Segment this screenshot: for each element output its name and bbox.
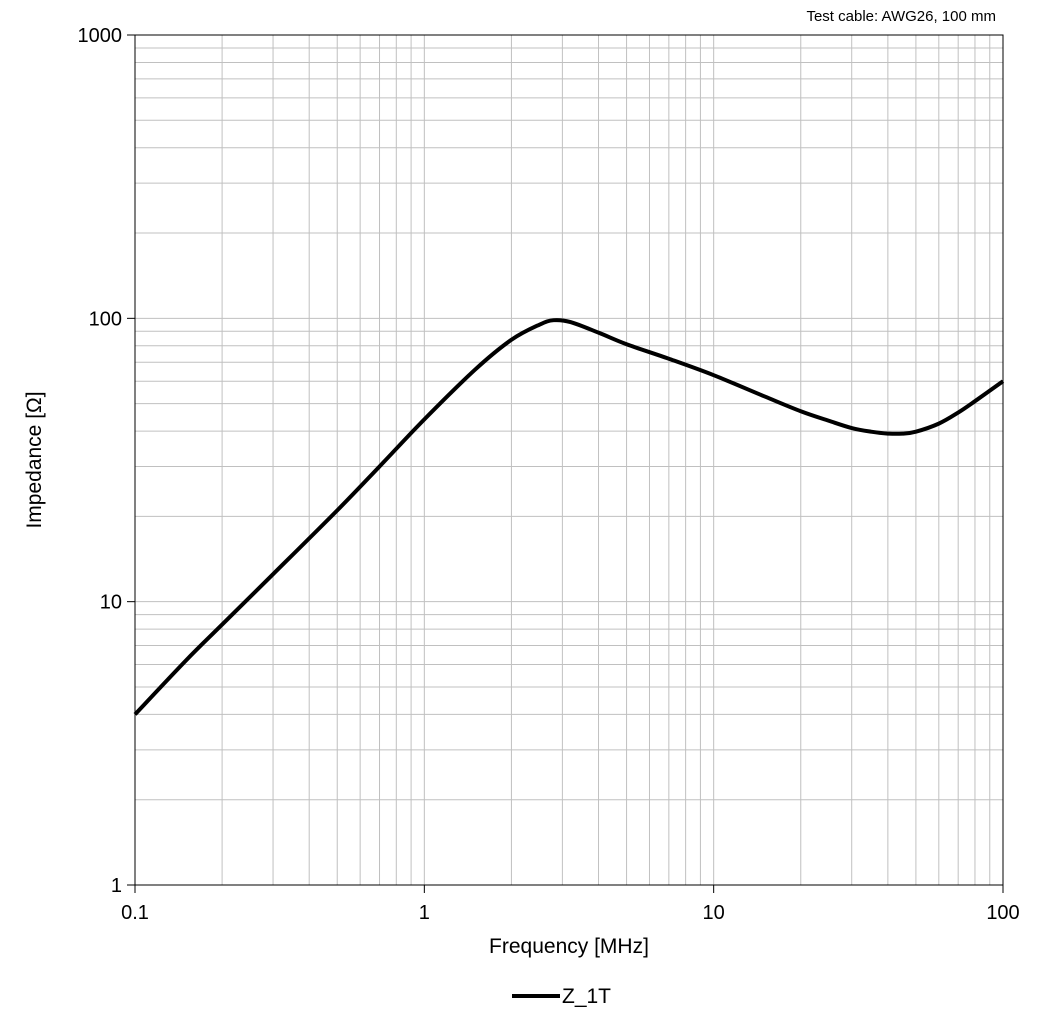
y-axis-title: Impedance [Ω]: [23, 391, 46, 528]
minor-gridlines: [135, 35, 1003, 885]
test-cable-note: Test cable: AWG26, 100 mm: [806, 8, 996, 25]
y-tick-label: 100: [89, 308, 122, 330]
series-layer: [133, 318, 1005, 716]
plot-frame: [134, 34, 1004, 886]
legend-label-z-1t: Z_1T: [562, 985, 611, 1008]
x-axis: 0.1 1 10 100: [121, 885, 1020, 924]
x-tick-label: 100: [986, 902, 1019, 924]
series-line-z-1t: [133, 318, 1005, 716]
x-axis-title: Frequency [MHz]: [489, 935, 649, 958]
y-tick-label: 1000: [78, 25, 123, 47]
legend: Z_1T: [512, 985, 611, 1008]
x-tick-label: 10: [703, 902, 725, 924]
y-axis: 1 10 100 1000: [78, 25, 135, 897]
x-tick-label: 1: [419, 902, 430, 924]
x-tick-label: 0.1: [121, 902, 149, 924]
major-gridlines: [134, 35, 1003, 886]
y-tick-label: 1: [111, 875, 122, 897]
y-tick-label: 10: [100, 592, 122, 614]
